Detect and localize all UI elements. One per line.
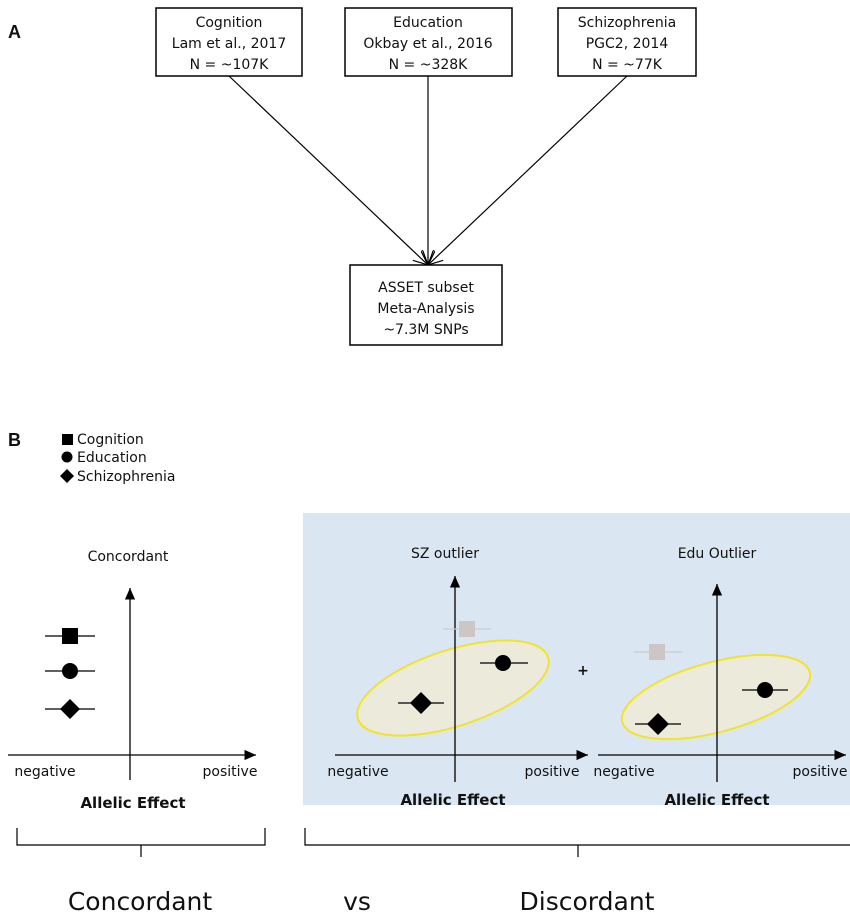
source-box bbox=[557, 7, 697, 77]
axis-end-label: positive bbox=[203, 764, 258, 780]
box-text: Cognition bbox=[196, 15, 263, 31]
plot-title: Concordant bbox=[88, 549, 169, 565]
axis-label: Allelic Effect bbox=[664, 791, 769, 809]
box-text: N = ~77K bbox=[592, 57, 663, 73]
bottom-label: Concordant bbox=[68, 887, 213, 916]
box-text: PGC2, 2014 bbox=[586, 36, 669, 52]
box-text: Schizophrenia bbox=[578, 15, 676, 31]
box-text: ASSET subset bbox=[378, 280, 474, 296]
box-text: Meta-Analysis bbox=[377, 301, 474, 317]
panel-label: B bbox=[8, 430, 21, 450]
panel-label: A bbox=[8, 22, 21, 42]
legend-entry: Cognition bbox=[77, 432, 144, 448]
target-box bbox=[349, 264, 503, 346]
brace bbox=[16, 828, 850, 857]
axis-end-label: negative bbox=[593, 764, 654, 780]
axis-label: Allelic Effect bbox=[400, 791, 505, 809]
plus-sign: + bbox=[577, 663, 589, 679]
bottom-label: vs bbox=[343, 887, 371, 916]
axis-end-label: positive bbox=[793, 764, 848, 780]
legend: Cognition Education Schizophrenia bbox=[60, 432, 175, 485]
axis-end-label: negative bbox=[14, 764, 75, 780]
plot-title: SZ outlier bbox=[411, 546, 479, 562]
source-box bbox=[155, 7, 303, 77]
plot bbox=[8, 588, 256, 780]
box-text: N = ~107K bbox=[190, 57, 270, 73]
axis-end-label: negative bbox=[327, 764, 388, 780]
bottom-label: Discordant bbox=[520, 887, 655, 916]
legend-entry: Schizophrenia bbox=[77, 469, 175, 485]
plot-title: Edu Outlier bbox=[678, 546, 757, 562]
box-text: Education bbox=[393, 15, 463, 31]
legend-entry: Education bbox=[77, 450, 147, 466]
axis-end-label: positive bbox=[525, 764, 580, 780]
box-text: ~7.3M SNPs bbox=[383, 322, 468, 338]
box-text: Lam et al., 2017 bbox=[172, 36, 286, 52]
plot bbox=[598, 584, 846, 782]
axis-label: Allelic Effect bbox=[80, 794, 185, 812]
box-text: N = ~328K bbox=[389, 57, 469, 73]
source-box bbox=[344, 7, 513, 77]
box-text: Okbay et al., 2016 bbox=[363, 36, 492, 52]
plot bbox=[335, 576, 588, 782]
arrows bbox=[228, 75, 628, 265]
